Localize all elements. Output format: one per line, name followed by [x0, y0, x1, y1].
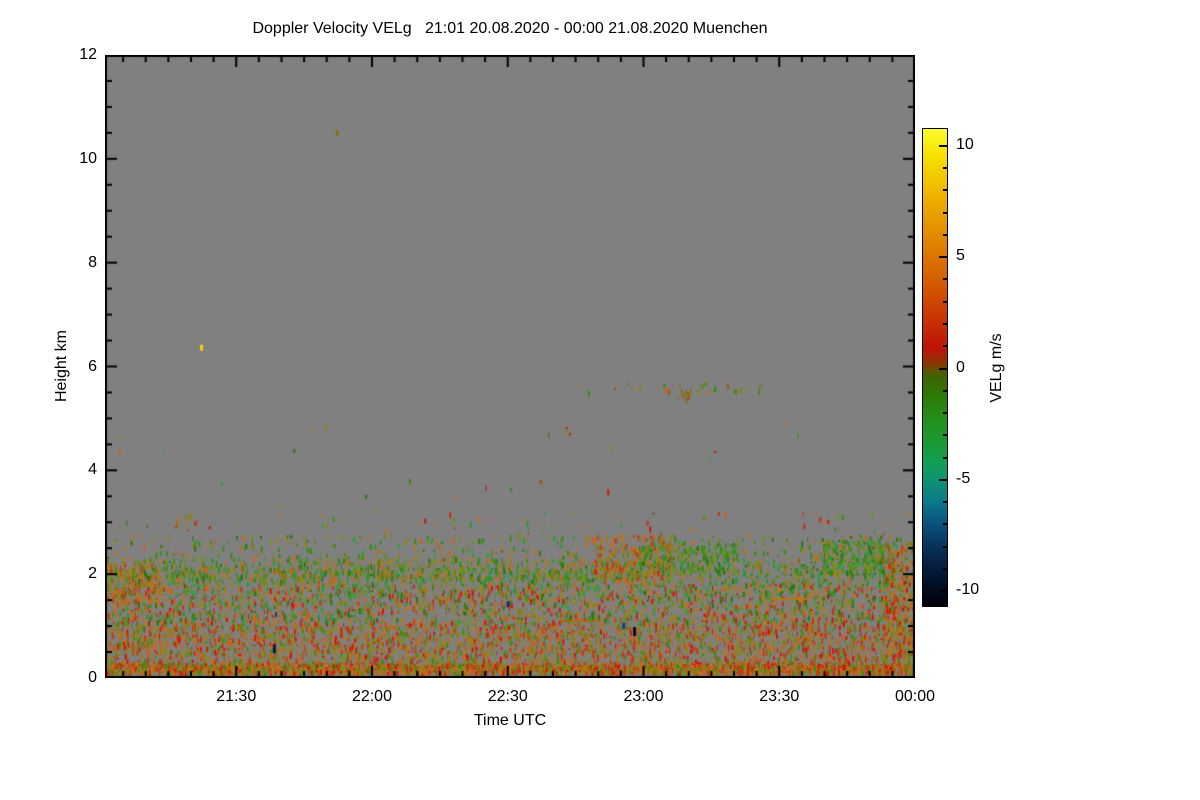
- chart-title: Doppler Velocity VELg 21:01 20.08.2020 -…: [252, 20, 768, 37]
- colorbar-tick-label: 10: [956, 135, 974, 153]
- colorbar-tick: [943, 456, 947, 459]
- colorbar-title: VELg m/s: [988, 333, 1005, 403]
- x-tick-label: 23:30: [759, 688, 800, 705]
- x-tick-label: 00:00: [894, 688, 936, 705]
- y-tick-label: 10: [79, 149, 97, 167]
- colorbar-tick: [943, 300, 947, 303]
- colorbar-tick: [943, 345, 947, 348]
- colorbar-tick: [939, 144, 947, 147]
- x-tick-label: 23:00: [623, 688, 664, 705]
- colorbar-tick-label: 0: [956, 358, 965, 376]
- colorbar-tick: [943, 211, 947, 214]
- x-axis-title: Time UTC: [473, 712, 547, 729]
- colorbar: [922, 128, 948, 607]
- colorbar-tick: [943, 322, 947, 325]
- colorbar-tick: [943, 189, 947, 192]
- colorbar-tick: [943, 389, 947, 392]
- colorbar-tick: [939, 590, 947, 593]
- y-tick-label: 6: [88, 357, 97, 375]
- colorbar-tick: [943, 233, 947, 236]
- plot-area: [105, 55, 915, 678]
- x-tick-label: 22:30: [487, 688, 528, 705]
- colorbar-tick: [939, 478, 947, 481]
- x-tick-label: 22:00: [351, 688, 392, 705]
- colorbar-tick: [943, 434, 947, 437]
- colorbar-tick-label: -10: [956, 581, 980, 599]
- colorbar-tick: [943, 501, 947, 504]
- colorbar-tick: [943, 523, 947, 526]
- colorbar-tick: [943, 568, 947, 570]
- y-tick-label: 12: [79, 46, 97, 63]
- y-tick-label: 2: [88, 565, 97, 583]
- colorbar-tick-label: 5: [956, 247, 965, 265]
- colorbar-tick: [939, 256, 947, 259]
- colorbar-tick-label: -5: [956, 469, 971, 487]
- y-tick-label: 0: [88, 669, 97, 686]
- colorbar-tick: [943, 412, 947, 415]
- heatmap-canvas: [105, 55, 915, 678]
- colorbar-tick: [943, 545, 947, 548]
- x-tick-label: 21:30: [216, 688, 257, 705]
- colorbar-tick: [943, 278, 947, 281]
- colorbar-tick: [939, 367, 947, 370]
- y-tick-label: 4: [88, 461, 97, 479]
- colorbar-tick: [943, 166, 947, 169]
- y-tick-label: 8: [88, 253, 97, 271]
